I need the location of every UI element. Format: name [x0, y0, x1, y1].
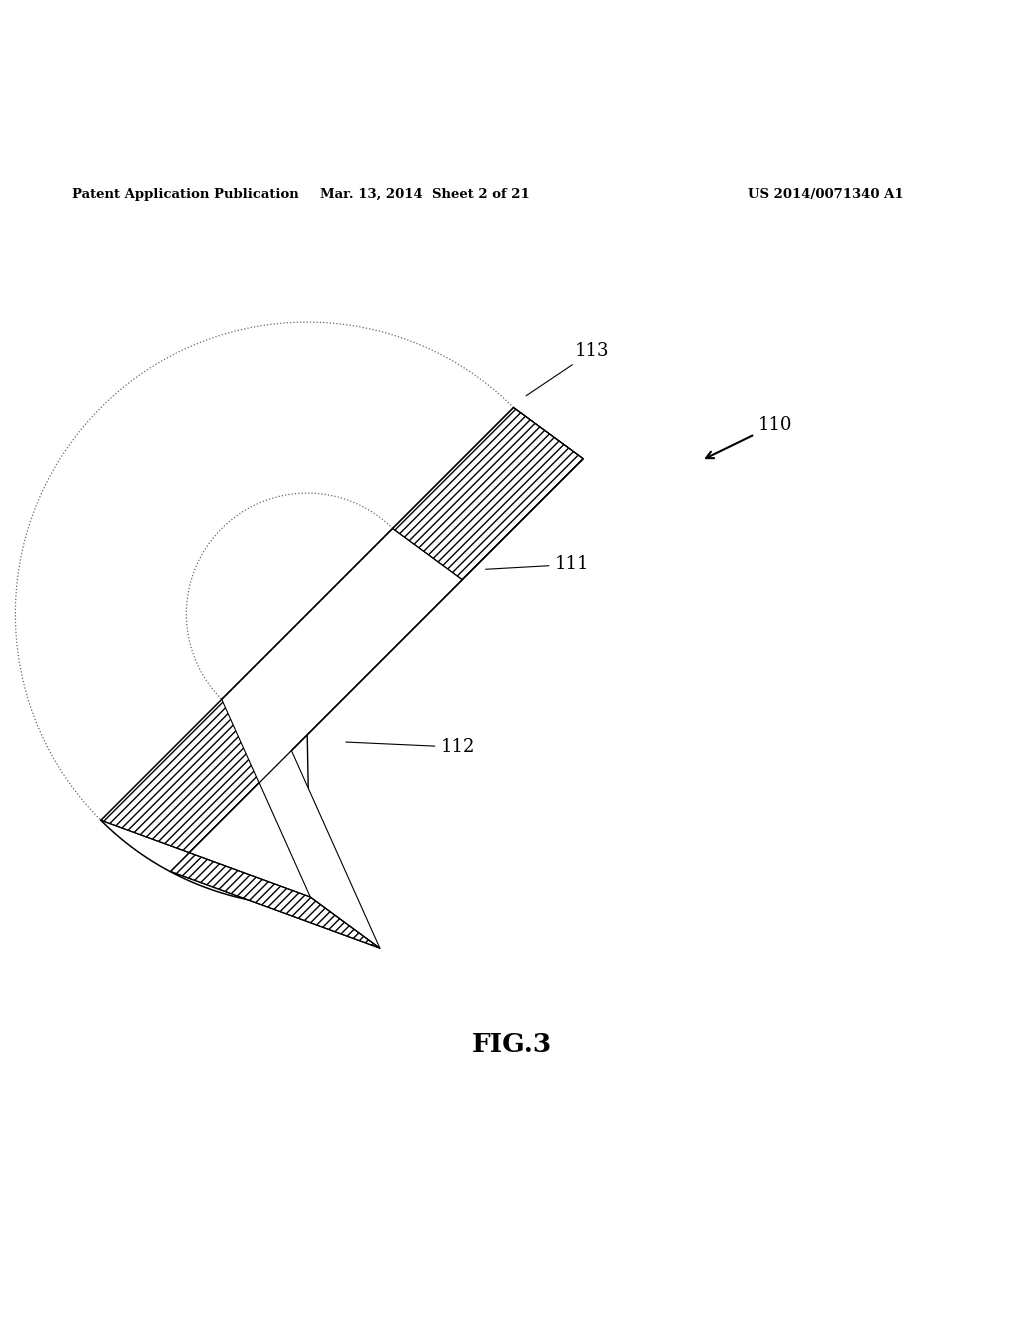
Text: FIG.3: FIG.3 [472, 1031, 552, 1056]
Text: 112: 112 [346, 738, 475, 756]
Polygon shape [392, 408, 584, 579]
Polygon shape [392, 408, 584, 579]
Text: 110: 110 [706, 416, 793, 458]
Text: Patent Application Publication: Patent Application Publication [72, 187, 298, 201]
Text: US 2014/0071340 A1: US 2014/0071340 A1 [748, 187, 903, 201]
Polygon shape [222, 528, 462, 948]
Text: 113: 113 [526, 342, 609, 396]
Text: Mar. 13, 2014  Sheet 2 of 21: Mar. 13, 2014 Sheet 2 of 21 [321, 187, 529, 201]
Polygon shape [100, 408, 584, 948]
Text: 111: 111 [485, 556, 589, 573]
